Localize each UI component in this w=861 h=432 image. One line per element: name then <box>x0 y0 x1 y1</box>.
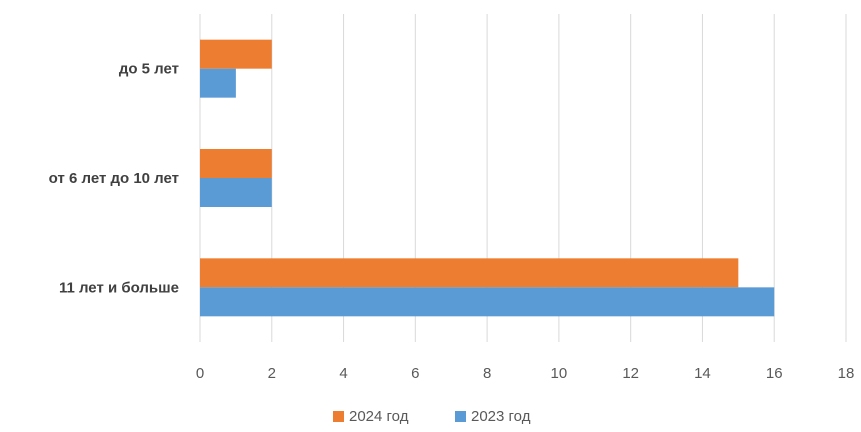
legend-label: 2023 год <box>471 408 531 425</box>
category-label: до 5 лет <box>119 61 179 78</box>
x-tick-label: 6 <box>411 365 419 382</box>
x-tick-label: 0 <box>196 365 204 382</box>
bar <box>200 287 775 317</box>
x-tick-label: 10 <box>551 365 568 382</box>
legend-label: 2024 год <box>349 408 409 425</box>
legend-swatch <box>333 411 344 422</box>
x-tick-label: 14 <box>694 365 711 382</box>
bar <box>200 258 739 288</box>
legend: 2024 год 2023 год <box>333 408 531 425</box>
legend-swatch <box>455 411 466 422</box>
category-axis-labels: до 5 лет от 6 лет до 10 лет 11 лет и больш… <box>49 61 179 297</box>
x-tick-label: 12 <box>622 365 639 382</box>
category-label: 11 лет и больше <box>59 279 179 296</box>
category-label: от 6 лет до 10 лет <box>49 170 179 187</box>
bar <box>200 39 272 69</box>
bars <box>200 39 775 317</box>
x-tick-label: 8 <box>483 365 491 382</box>
x-tick-label: 16 <box>766 365 783 382</box>
x-tick-label: 18 <box>838 365 855 382</box>
bar <box>200 149 272 178</box>
x-tick-label: 2 <box>268 365 276 382</box>
value-axis-ticks: 0 2 4 6 8 10 12 14 16 18 <box>196 365 855 382</box>
bar <box>200 178 272 207</box>
bar <box>200 68 236 98</box>
x-tick-label: 4 <box>339 365 347 382</box>
